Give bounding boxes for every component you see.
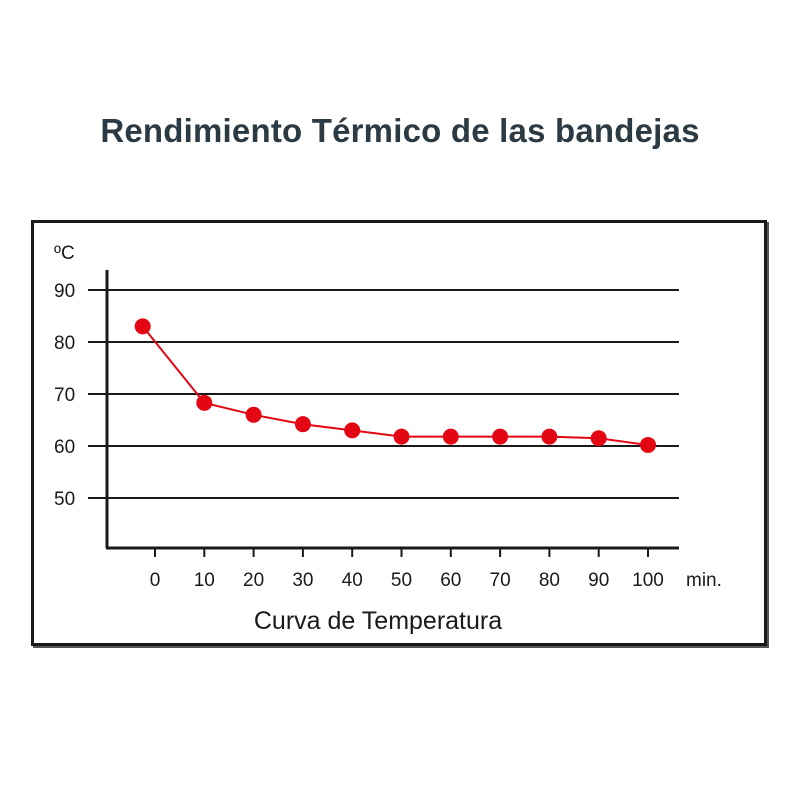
series-line <box>141 325 649 446</box>
chart-caption: Curva de Temperatura <box>254 607 502 635</box>
data-point <box>393 428 410 445</box>
axes <box>105 270 679 550</box>
data-point <box>541 428 558 445</box>
data-point <box>590 430 607 447</box>
series-temperature <box>134 318 656 453</box>
data-point <box>442 428 459 445</box>
y-tick-label-90: 90 <box>54 281 75 302</box>
tick-marks <box>154 548 649 557</box>
x-tick-label-60: 60 <box>440 570 461 591</box>
data-point <box>196 394 213 411</box>
data-point <box>245 406 262 423</box>
x-tick-label-90: 90 <box>588 570 609 591</box>
y-tick-label-80: 80 <box>54 333 75 354</box>
x-axis-unit-label: min. <box>686 570 722 591</box>
data-point <box>344 422 361 439</box>
tick-labels: 50 60 70 80 90 0 10 20 30 40 50 60 70 80 90 100 <box>54 281 664 591</box>
x-tick-label-40: 40 <box>342 570 363 591</box>
y-tick-label-70: 70 <box>54 385 75 406</box>
x-tick-label-20: 20 <box>243 570 264 591</box>
y-tick-label-50: 50 <box>54 489 75 510</box>
data-point <box>492 428 509 445</box>
y-tick-label-60: 60 <box>54 437 75 458</box>
x-tick-label-50: 50 <box>391 570 412 591</box>
data-point <box>134 318 151 335</box>
x-tick-label-70: 70 <box>490 570 511 591</box>
data-point <box>640 436 656 453</box>
page-title: Rendimiento Térmico de las bandejas <box>100 112 700 149</box>
grid-lines <box>88 289 679 499</box>
x-tick-label-80: 80 <box>539 570 560 591</box>
x-tick-label-0: 0 <box>150 570 161 591</box>
x-tick-label-30: 30 <box>292 570 313 591</box>
data-point <box>294 416 311 433</box>
y-axis-unit-label: ºC <box>54 243 75 264</box>
x-tick-label-10: 10 <box>194 570 215 591</box>
x-tick-label-100: 100 <box>632 570 664 591</box>
